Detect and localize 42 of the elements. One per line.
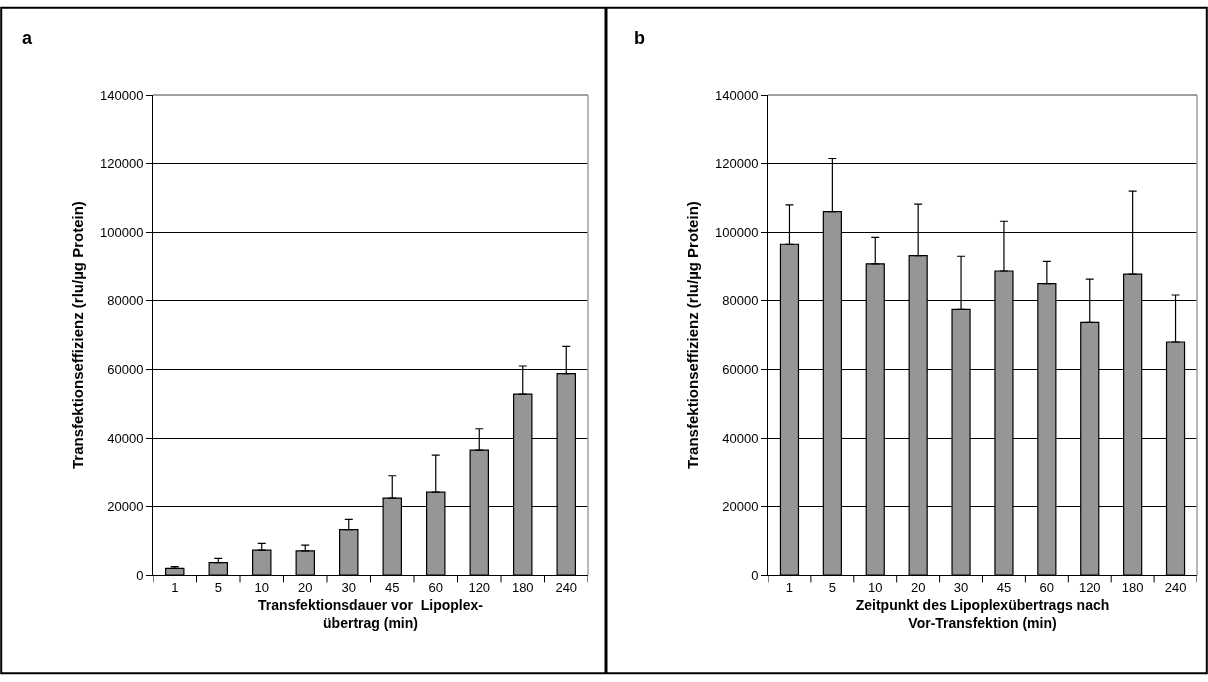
x-tick-label: 45: [385, 579, 400, 595]
x-tick-label: 5: [214, 579, 222, 595]
y-tick-label: 0: [751, 567, 759, 583]
y-tick-label: 100000: [100, 224, 144, 240]
x-tick-label: 240: [1164, 579, 1187, 595]
y-tick-label: 80000: [107, 293, 144, 309]
y-tick-label: 40000: [722, 430, 759, 446]
y-tick-label: 20000: [107, 499, 144, 515]
chart-title: b: [634, 28, 645, 48]
y-tick-label: 100000: [715, 224, 759, 240]
x-tick-label: 10: [254, 579, 269, 595]
x-tick-label: 120: [468, 579, 491, 595]
y-tick-label: 60000: [722, 361, 759, 377]
y-tick-label: 140000: [715, 87, 759, 103]
x-tick-label: 180: [511, 579, 534, 595]
y-tick-label: 0: [136, 567, 144, 583]
x-tick-label: 20: [298, 579, 313, 595]
y-tick-label: 120000: [100, 156, 144, 172]
x-tick-label: 180: [1121, 579, 1144, 595]
x-tick-label: 60: [1039, 579, 1055, 595]
x-tick-label: 1: [785, 579, 794, 595]
x-tick-label: 45: [996, 579, 1012, 595]
x-tick-label: 5: [828, 579, 836, 595]
y-axis-title: Transfektionseffizienz (rlu/µg Protein): [69, 201, 87, 470]
x-tick-label: 10: [868, 579, 883, 595]
y-tick-label: 80000: [722, 293, 759, 309]
y-axis-title: Transfektionseffizienz (rlu/µg Protein): [684, 201, 702, 470]
chart-title: a: [22, 28, 33, 48]
x-tick-label: 240: [555, 579, 578, 595]
x-tick-label: 30: [341, 579, 356, 595]
x-tick-label: 30: [953, 579, 969, 595]
y-tick-label: 40000: [107, 430, 144, 446]
x-tick-label: 120: [1078, 579, 1101, 595]
x-tick-label: 60: [428, 579, 443, 595]
y-tick-label: 120000: [715, 156, 759, 172]
y-tick-label: 60000: [107, 361, 144, 377]
x-axis-title: Zeitpunkt des Lipoplexübertrags nach Vor-Transfektion (min): [855, 597, 1110, 632]
y-tick-label: 20000: [722, 499, 759, 515]
x-tick-label: 1: [171, 579, 179, 595]
y-tick-label: 140000: [100, 87, 144, 103]
x-tick-label: 20: [910, 579, 926, 595]
x-axis-title: Transfektionsdauer vor Lipoplex- übertrag (min): [258, 597, 484, 632]
